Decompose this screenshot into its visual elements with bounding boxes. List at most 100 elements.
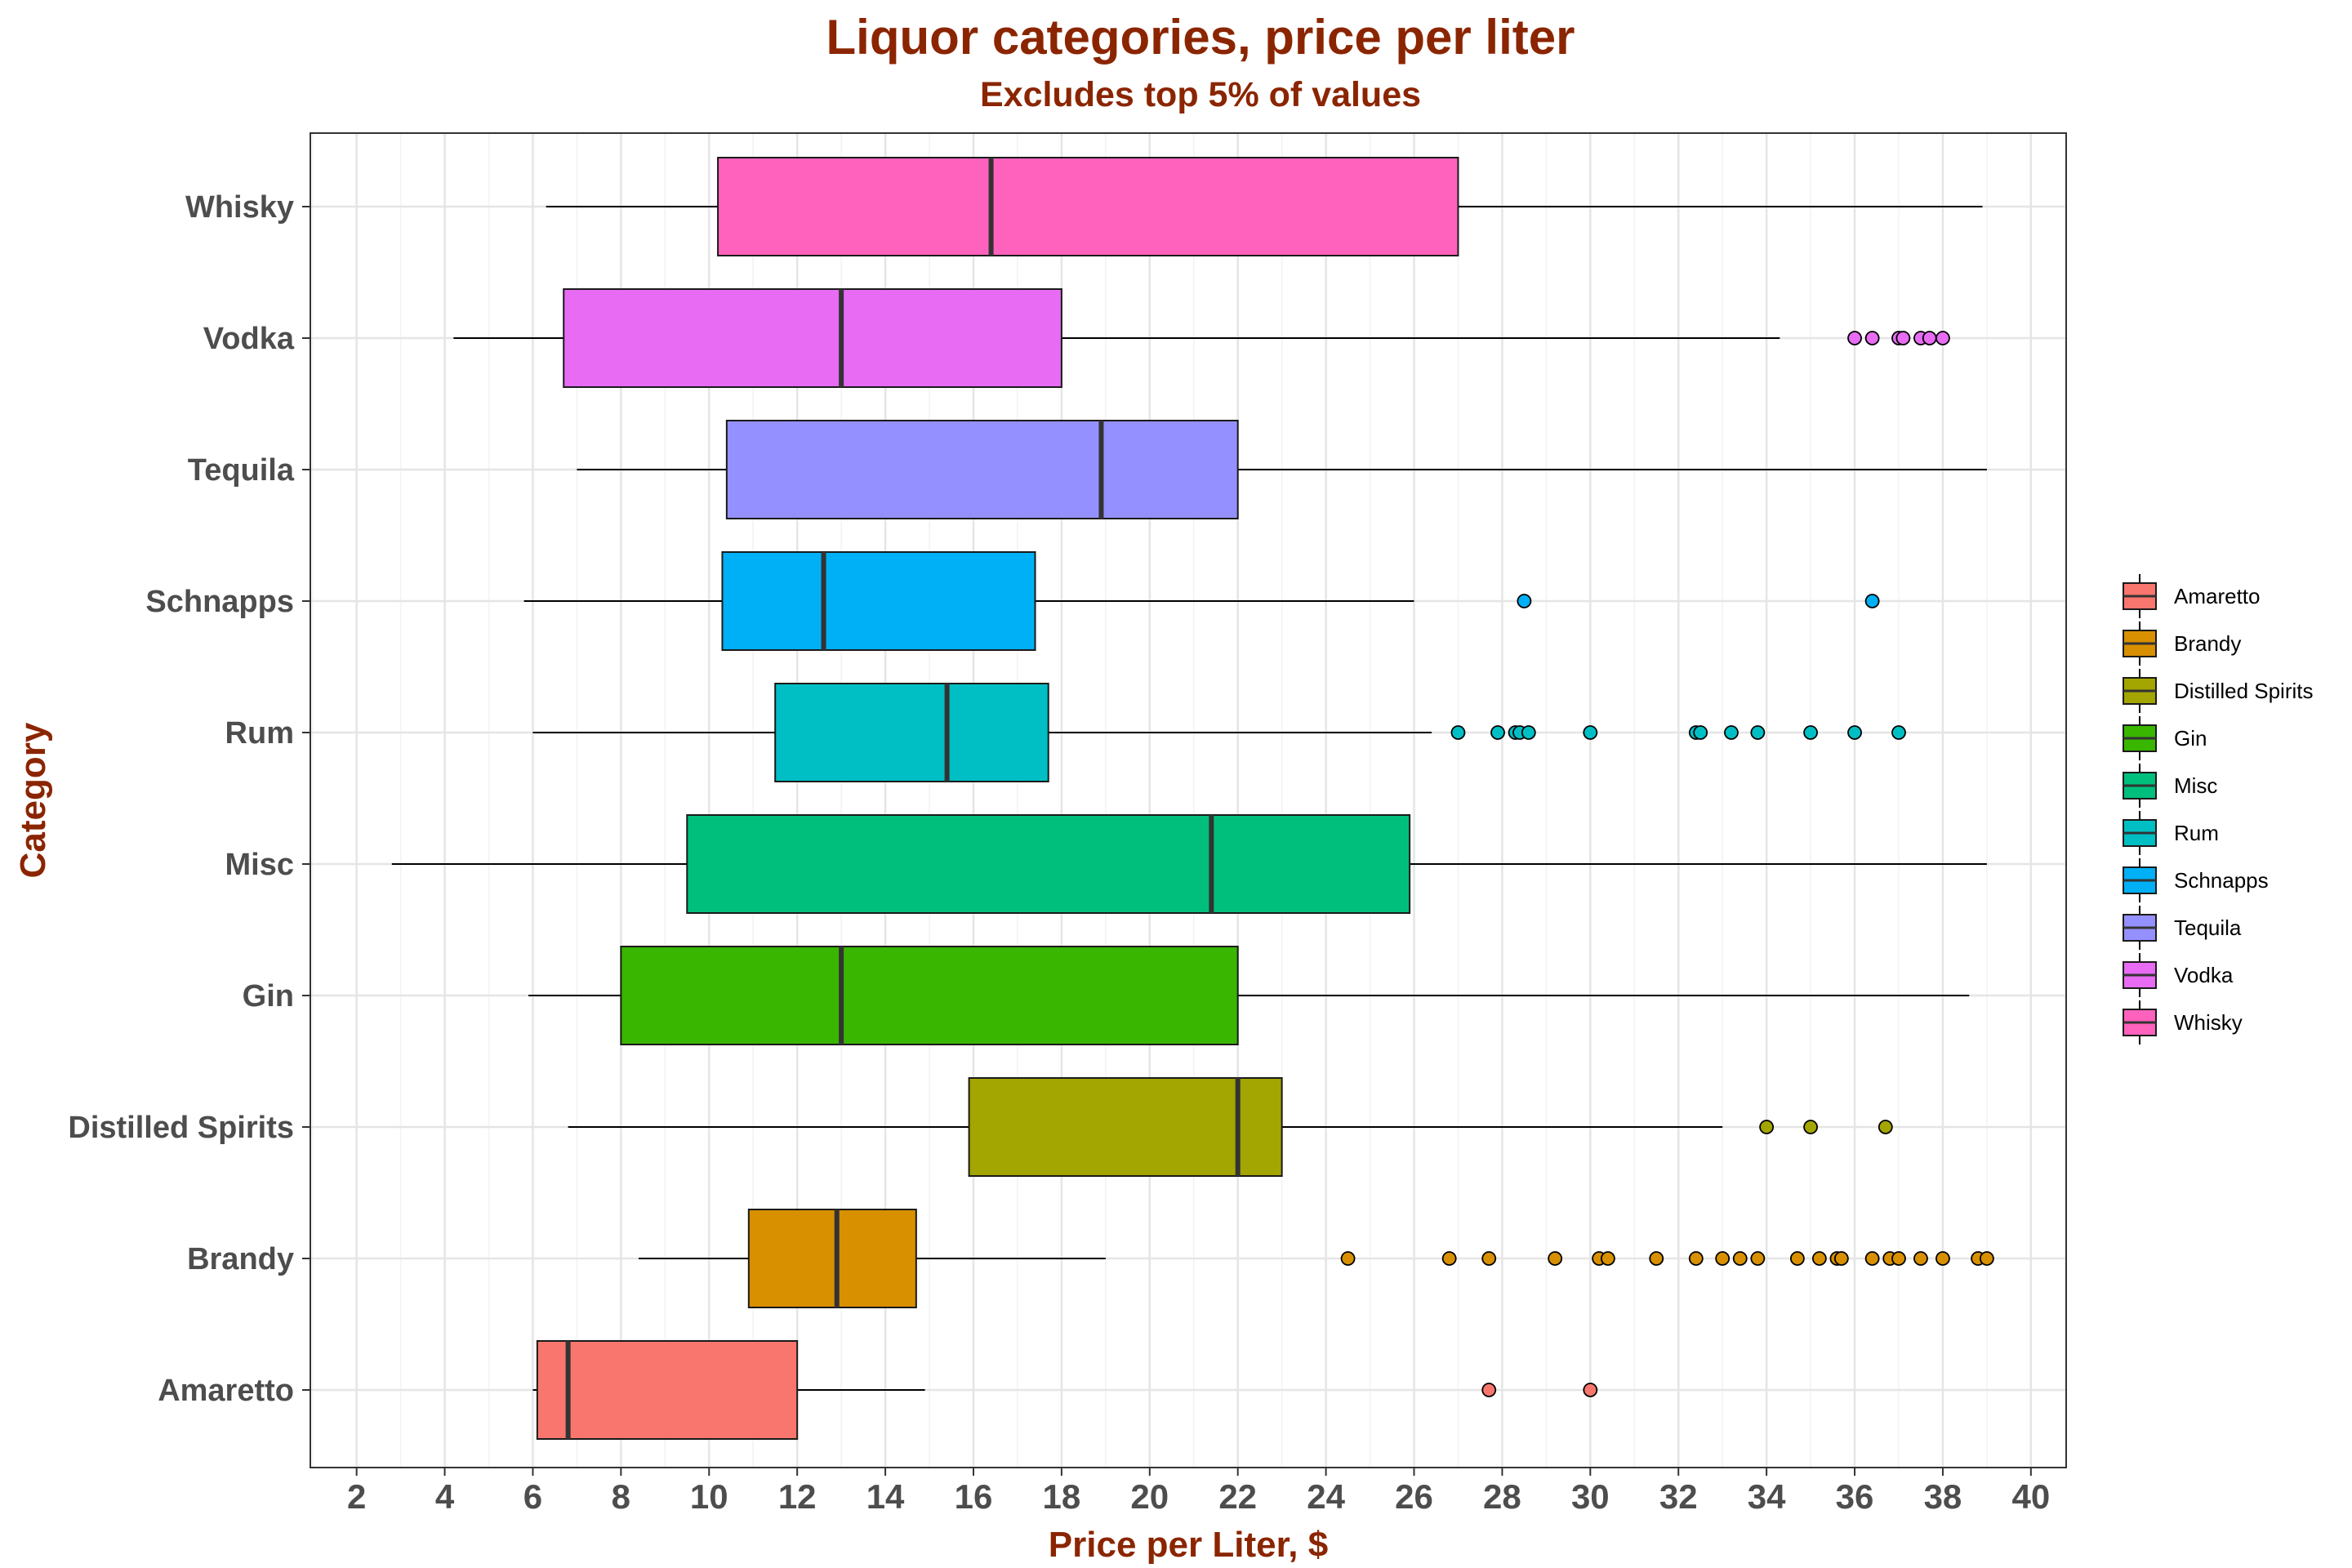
legend-item-vodka: Vodka [2123, 953, 2234, 997]
outlier-point [1979, 1251, 1994, 1266]
x-tick-label: 4 [435, 1477, 455, 1516]
legend-item-tequila: Tequila [2123, 906, 2242, 950]
legend-label: Schnapps [2174, 868, 2269, 893]
outlier-point [1481, 1383, 1497, 1397]
boxplot-whisky [546, 157, 1983, 256]
x-tick-label: 28 [1483, 1477, 1521, 1516]
outlier-point [1583, 1383, 1598, 1397]
y-tick-label: Brandy [187, 1242, 294, 1276]
x-tick-label: 14 [866, 1477, 905, 1516]
outlier-point [1847, 331, 1862, 345]
x-tick-label: 26 [1395, 1477, 1433, 1516]
box [686, 814, 1411, 914]
legend: Amaretto Brandy Distilled Spirits Gin Misc Ru… [2123, 574, 2314, 1045]
x-tick-label: 38 [1924, 1477, 1962, 1516]
y-tick-label: Misc [225, 848, 294, 882]
outlier-point [1811, 1251, 1827, 1266]
x-tick-label: 30 [1571, 1477, 1610, 1516]
legend-label: Whisky [2174, 1010, 2243, 1035]
outlier-point [1548, 1251, 1563, 1266]
outlier-point [1891, 1251, 1906, 1266]
boxplot-amaretto [532, 1340, 1598, 1440]
legend-item-misc: Misc [2123, 764, 2217, 808]
legend-item-whisky: Whisky [2123, 1000, 2243, 1045]
y-tick-label: Schnapps [145, 585, 294, 619]
boxplot-tequila [577, 420, 1987, 519]
outlier-point [1847, 725, 1862, 740]
box-layer [391, 157, 1994, 1440]
outlier-point [1649, 1251, 1664, 1266]
outlier-point [1864, 331, 1880, 345]
outlier-point [1922, 331, 1937, 345]
box [721, 551, 1036, 651]
x-tick-label: 24 [1307, 1477, 1345, 1516]
box [968, 1077, 1283, 1177]
y-axis-title: Category [13, 722, 53, 878]
box [747, 1209, 917, 1308]
outlier-point [1441, 1251, 1457, 1266]
y-tick-label: Vodka [203, 322, 295, 356]
legend-label: Amaretto [2174, 584, 2261, 608]
outlier-point [1600, 1251, 1615, 1266]
y-tick-label: Whisky [185, 190, 294, 225]
outlier-point [1803, 725, 1818, 740]
outlier-point [1715, 1251, 1731, 1266]
boxplot-distilled-spirits [568, 1077, 1893, 1177]
x-tick-label: 36 [1836, 1477, 1874, 1516]
legend-label: Gin [2174, 726, 2207, 751]
outlier-point [1803, 1120, 1818, 1134]
x-tick-label: 32 [1659, 1477, 1698, 1516]
outlier-point [1340, 1251, 1356, 1266]
axis-layer: Amaretto Brandy Distilled Spirits Gin Misc Ru… [68, 190, 2050, 1516]
boxplot-brandy [638, 1209, 1994, 1308]
outlier-point [1864, 594, 1880, 608]
box [563, 288, 1062, 388]
outlier-point [1521, 725, 1536, 740]
outlier-point [1724, 725, 1739, 740]
box [725, 420, 1239, 519]
legend-label: Distilled Spirits [2174, 679, 2314, 703]
outlier-point [1583, 725, 1598, 740]
y-tick-label: Gin [243, 979, 294, 1013]
legend-item-gin: Gin [2123, 716, 2207, 760]
outlier-point [1936, 1251, 1950, 1266]
x-tick-label: 18 [1043, 1477, 1081, 1516]
outlier-point [1891, 725, 1906, 740]
x-axis-title: Price per Liter, $ [1049, 1525, 1328, 1565]
x-tick-label: 8 [612, 1477, 630, 1516]
outlier-point [1936, 331, 1950, 345]
x-tick-label: 16 [955, 1477, 993, 1516]
panel-border [310, 132, 2067, 1468]
boxplot-schnapps [523, 551, 1880, 651]
box [774, 683, 1049, 782]
box [620, 946, 1239, 1045]
outlier-point [1750, 1251, 1766, 1266]
y-tick-label: Tequila [188, 453, 295, 488]
x-tick-label: 34 [1748, 1477, 1786, 1516]
legend-label: Tequila [2174, 915, 2242, 940]
x-tick-label: 12 [778, 1477, 817, 1516]
outlier-point [1789, 1251, 1805, 1266]
outlier-point [1878, 1120, 1893, 1134]
legend-item-rum: Rum [2123, 811, 2219, 855]
outlier-point [1833, 1251, 1849, 1266]
outlier-point [1693, 725, 1708, 740]
legend-item-distilled-spirits: Distilled Spirits [2123, 669, 2314, 713]
chart-title: Liquor categories, price per liter [826, 10, 1575, 65]
legend-item-amaretto: Amaretto [2123, 574, 2261, 618]
legend-label: Brandy [2174, 631, 2241, 656]
box [717, 157, 1459, 256]
x-tick-label: 22 [1218, 1477, 1257, 1516]
outlier-point [1517, 594, 1532, 608]
outlier-point [1481, 1251, 1497, 1266]
y-tick-label: Rum [225, 716, 294, 751]
legend-item-schnapps: Schnapps [2123, 858, 2269, 902]
box [536, 1340, 799, 1440]
legend-label: Misc [2174, 773, 2217, 798]
x-tick-label: 20 [1130, 1477, 1169, 1516]
outlier-point [1490, 725, 1505, 740]
outlier-point [1688, 1251, 1704, 1266]
y-tick-label: Amaretto [158, 1374, 294, 1408]
boxplot-vodka [453, 288, 1950, 388]
chart-subtitle: Excludes top 5% of values [980, 75, 1421, 114]
